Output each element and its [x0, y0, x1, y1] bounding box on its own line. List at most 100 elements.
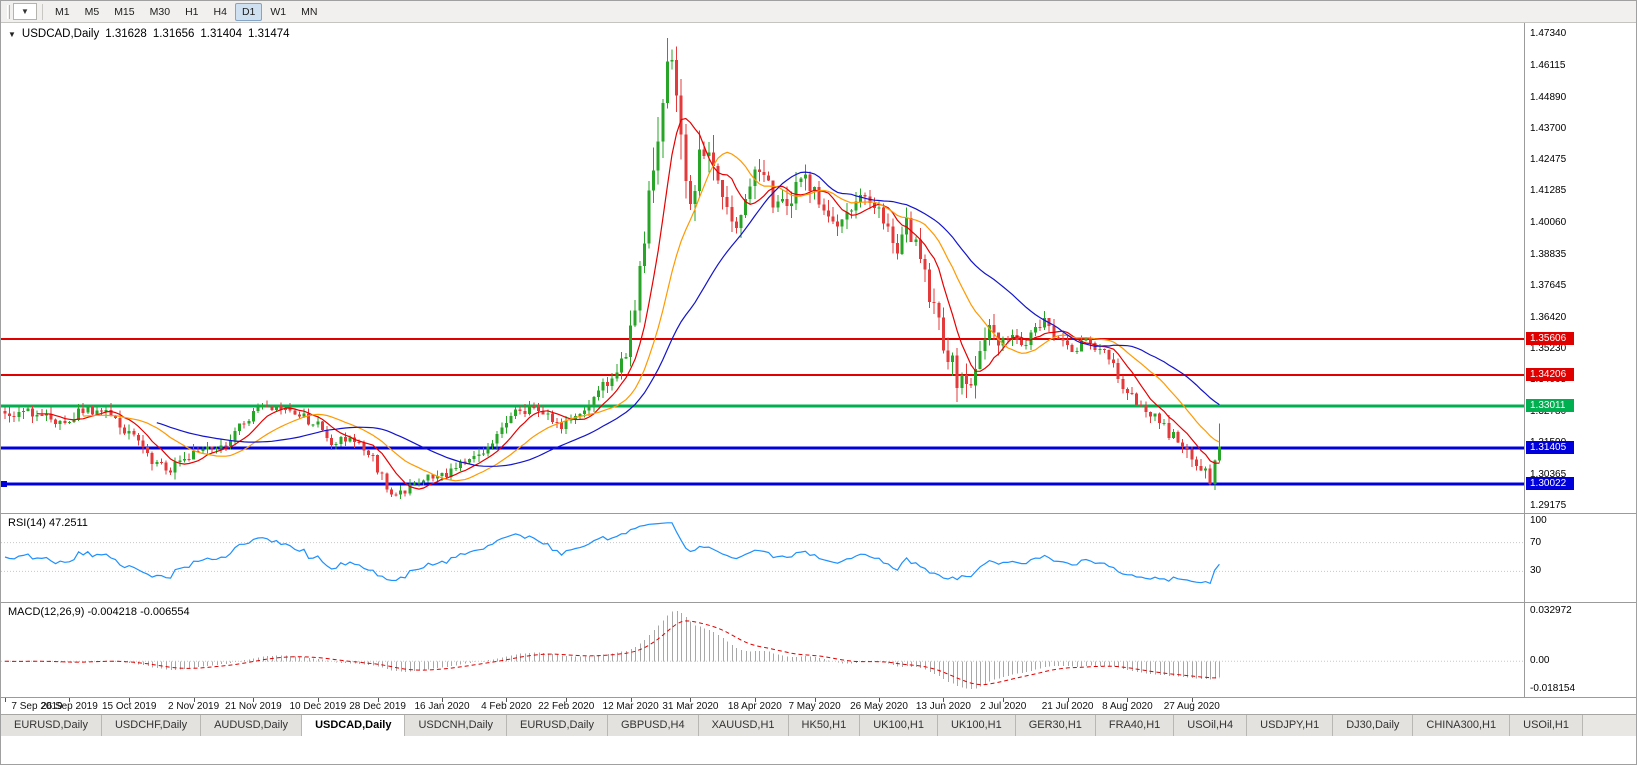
ohlc-close: 1.31474: [247, 28, 290, 40]
price-level-badge: 1.33011: [1526, 399, 1574, 413]
timeframe-button-m30[interactable]: M30: [149, 5, 171, 18]
chart-tab-dj30-daily[interactable]: DJ30,Daily: [1333, 715, 1414, 736]
price-tick-label: 1.41285: [1530, 185, 1567, 197]
chart-tab-audusd-daily[interactable]: AUDUSD,Daily: [201, 715, 303, 736]
date-tick-label: 7 Sep 2019: [11, 701, 63, 712]
toolbar-grip[interactable]: [7, 4, 10, 19]
chart-tab-usdchf-daily[interactable]: USDCHF,Daily: [101, 715, 202, 736]
price-level-badge: 1.35606: [1526, 331, 1574, 345]
macd-panel-canvas[interactable]: [1, 603, 1524, 697]
chevron-down-icon: ▼: [21, 7, 29, 16]
price-tick-label: 1.40060: [1530, 217, 1567, 229]
timeframe-button-m15[interactable]: M15: [114, 5, 135, 18]
price-chart-canvas[interactable]: [1, 23, 1524, 513]
date-tick-mark: [5, 698, 6, 702]
chart-tab-bar: EURUSD,Daily USDCHF,Daily AUDUSD,Daily USDC…: [1, 714, 1636, 736]
timeframe-button-m5[interactable]: M5: [84, 5, 100, 18]
macd-level-label: -0.018154: [1530, 683, 1576, 694]
date-tick-label: 2 Nov 2019: [168, 701, 220, 712]
chart-tab-usdcad-daily[interactable]: USDCAD,Daily: [302, 715, 406, 736]
date-tick-label: 31 Mar 2020: [662, 701, 719, 712]
ma-slow-line: [156, 171, 1220, 467]
chart-tab-usoil-h4[interactable]: USOil,H4: [1174, 715, 1248, 736]
date-tick-label: 7 May 2020: [788, 701, 841, 712]
rsi-level-label: 100: [1530, 515, 1547, 526]
price-tick-label: 1.35230: [1530, 342, 1567, 354]
charts-toolbar: ▼ M1 M5 M15 M30 H1 H4 D1 W1 MN: [1, 1, 1636, 23]
panel-separator[interactable]: [1, 697, 1636, 698]
dropdown-arrow-icon[interactable]: ▼: [8, 29, 16, 39]
chart-symbol-label: USDCAD,Daily: [21, 28, 100, 40]
price-tick-label: 1.47340: [1530, 28, 1567, 39]
chart-tab-xauusd-h1[interactable]: XAUUSD,H1: [698, 715, 789, 736]
price-level-badge: 1.34206: [1526, 368, 1574, 382]
date-tick-label: 8 Aug 2020: [1102, 701, 1153, 712]
date-tick-mark: [1003, 698, 1004, 702]
price-tick-label: 1.46115: [1530, 59, 1566, 71]
date-tick-label: 22 Feb 2020: [538, 701, 595, 712]
chart-window: ▼ USDCAD,Daily 1.31628 1.31656 1.31404 1…: [1, 23, 1636, 714]
price-level-badge: 1.30022: [1526, 476, 1574, 490]
horizontal-levels: [1, 338, 1524, 487]
date-tick-mark: [566, 698, 567, 702]
timeframe-button-d1[interactable]: D1: [234, 2, 263, 21]
panel-separator[interactable]: [1, 513, 1636, 514]
macd-level-label: 0.032972: [1530, 605, 1572, 616]
date-tick-mark: [129, 698, 130, 702]
chart-tab-usdcnh-daily[interactable]: USDCNH,Daily: [405, 715, 508, 736]
price-tick-label: 1.36420: [1530, 311, 1567, 323]
date-tick-label: 26 Sep 2019: [41, 701, 98, 712]
chart-tab-uk100-h1[interactable]: UK100,H1: [860, 715, 938, 736]
date-tick-mark: [631, 698, 632, 702]
chart-tab-usoil-h1[interactable]: USOil,H1: [1510, 715, 1583, 736]
candles-layer: [3, 37, 1221, 500]
price-tick-label: 1.44890: [1530, 91, 1567, 103]
date-tick-mark: [1068, 698, 1069, 702]
date-tick-mark: [194, 698, 195, 702]
chart-tab-uk100-h1[interactable]: UK100,H1: [937, 715, 1016, 736]
chart-tab-fra40-h1[interactable]: FRA40,H1: [1095, 715, 1175, 736]
chart-tab-eurusd-daily[interactable]: EURUSD,Daily: [1, 715, 102, 736]
toolbar-dropdown-button[interactable]: ▼: [13, 3, 37, 20]
chart-tab-usdjpy-h1[interactable]: USDJPY,H1: [1247, 715, 1334, 736]
chart-title: ▼ USDCAD,Daily 1.31628 1.31656 1.31404 1…: [8, 28, 290, 40]
timeframe-button-h4[interactable]: H4: [213, 5, 227, 18]
chart-tab-eurusd-daily[interactable]: EURUSD,Daily: [507, 715, 608, 736]
rsi-level-label: 70: [1530, 536, 1542, 548]
date-tick-label: 4 Feb 2020: [481, 701, 532, 712]
price-tick-label: 1.37645: [1530, 279, 1567, 291]
panel-separator[interactable]: [1, 602, 1636, 603]
date-tick-mark: [1192, 698, 1193, 702]
price-axis[interactable]: 1.47340 1.46115 1.44890 1.43700 1.42475 1.412…: [1525, 23, 1636, 714]
chart-tab-hk50-h1[interactable]: HK50,H1: [788, 715, 861, 736]
ma-mid-line: [83, 151, 1220, 482]
macd-indicator-label: MACD(12,26,9) -0.004218 -0.006554: [8, 606, 190, 618]
macd-level-label: 0.00: [1530, 655, 1550, 667]
date-axis[interactable]: 7 Sep 2019 26 Sep 2019 15 Oct 2019 2 Nov 20…: [1, 698, 1524, 714]
timeframe-button-m1[interactable]: M1: [55, 5, 70, 18]
toolbar-separator: [42, 3, 43, 20]
date-tick-label: 21 Nov 2019: [225, 701, 282, 712]
rsi-level-label: 30: [1530, 565, 1542, 577]
macd-signal-line: [5, 620, 1220, 686]
rsi-panel-canvas[interactable]: [1, 514, 1524, 602]
chart-tab-china300-h1[interactable]: CHINA300,H1: [1413, 715, 1511, 736]
timeframe-button-mn[interactable]: MN: [301, 5, 318, 18]
date-tick-mark: [879, 698, 880, 702]
date-tick-label: 2 Jul 2020: [980, 701, 1027, 712]
date-tick-mark: [943, 698, 944, 702]
timeframe-button-w1[interactable]: W1: [270, 5, 287, 18]
timeframe-buttons: M1 M5 M15 M30 H1 H4 D1 W1 MN: [48, 2, 324, 21]
chart-tab-ger30-h1[interactable]: GER30,H1: [1015, 715, 1096, 736]
chart-tab-gbpusd-h4[interactable]: GBPUSD,H4: [608, 715, 699, 736]
price-tick-label: 1.38835: [1530, 248, 1567, 260]
date-tick-mark: [690, 698, 691, 702]
date-tick-mark: [442, 698, 443, 702]
timeframe-button-h1[interactable]: H1: [185, 5, 199, 18]
price-tick-label: 1.43700: [1530, 122, 1567, 134]
date-tick-mark: [253, 698, 254, 702]
date-tick-label: 27 Aug 2020: [1163, 701, 1220, 712]
ohlc-open: 1.31628: [105, 28, 147, 40]
price-axis-line: [1524, 23, 1525, 698]
